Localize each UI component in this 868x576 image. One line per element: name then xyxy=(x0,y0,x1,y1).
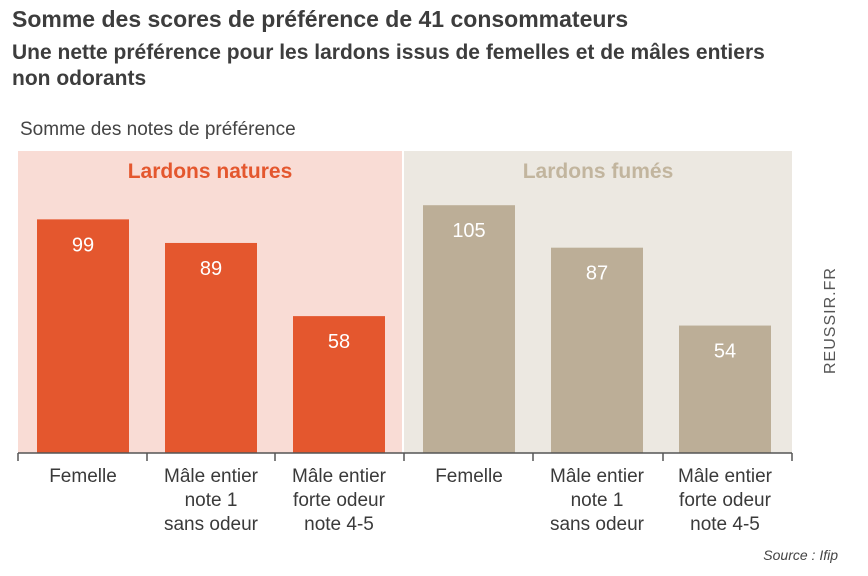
bar-2-3 xyxy=(679,325,771,453)
bar-1-3 xyxy=(293,316,385,453)
chart-subtitle: Une nette préférence pour les lardons is… xyxy=(12,41,765,90)
bar-1-2 xyxy=(165,242,257,453)
bar-value-label: 87 xyxy=(586,263,608,285)
bar-1-1 xyxy=(37,219,129,453)
x-tick-label: Mâle entier forte odeur note 4-5 xyxy=(678,466,773,535)
bar-value-label: 89 xyxy=(200,258,222,280)
bar-2-1 xyxy=(423,205,515,453)
bar-value-label: 54 xyxy=(714,341,736,363)
x-tick-label: Mâle entier note 1 sans odeur xyxy=(550,466,645,535)
x-tick-label: Femelle xyxy=(49,466,117,487)
chart-title: Somme des scores de préférence de 41 con… xyxy=(12,6,629,32)
bar-2-2 xyxy=(551,247,643,453)
panel-1-title: Lardons natures xyxy=(128,160,293,183)
x-tick-label: Femelle xyxy=(435,466,503,487)
y-axis-label: Somme des notes de préférence xyxy=(20,119,296,140)
watermark: REUSSIR.FR xyxy=(822,267,839,374)
bar-value-label: 58 xyxy=(328,331,350,353)
bar-value-label: 99 xyxy=(72,234,94,256)
x-tick-label: Mâle entier note 1 sans odeur xyxy=(164,466,259,535)
bar-value-label: 105 xyxy=(452,220,485,242)
x-tick-label: Mâle entier forte odeur note 4-5 xyxy=(292,466,387,535)
source-note: Source : Ifip xyxy=(763,547,838,563)
panel-2-title: Lardons fumés xyxy=(523,160,674,183)
